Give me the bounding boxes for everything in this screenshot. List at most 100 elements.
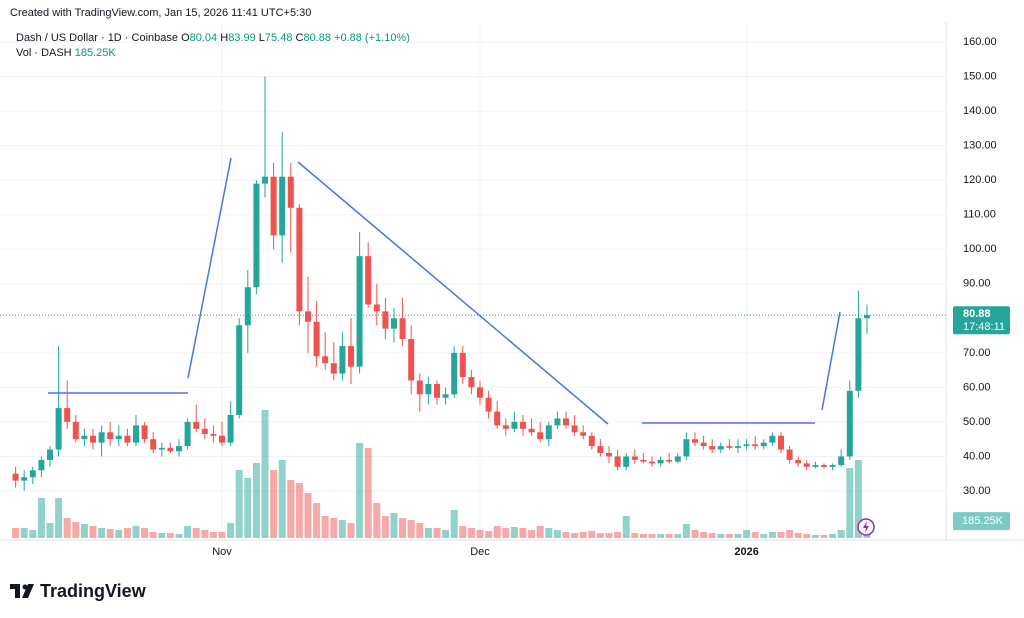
y-tick-label: 110.00 <box>963 209 996 221</box>
candle-body <box>158 447 165 450</box>
volume-bar <box>725 534 733 538</box>
y-tick-label: 90.00 <box>963 278 991 290</box>
volume-bar <box>837 530 845 538</box>
candle-body <box>115 435 122 440</box>
volume-bar <box>743 530 751 538</box>
y-tick-label: 40.00 <box>963 450 991 462</box>
candle-body <box>107 432 114 440</box>
volume-bar <box>295 483 303 538</box>
volume-bar <box>442 530 450 538</box>
candle-body <box>537 432 544 440</box>
candle-body <box>795 459 802 464</box>
candle-body <box>717 446 724 450</box>
volume-bar <box>700 532 708 538</box>
volume-bar <box>614 532 622 538</box>
candle-body <box>176 446 182 452</box>
candle-body <box>442 394 449 398</box>
volume-bar <box>235 470 243 538</box>
volume-bar <box>571 533 579 538</box>
legend-low: 75.48 <box>265 32 293 44</box>
volume-badge-value: 185.25K <box>962 515 1004 527</box>
volume-bar <box>536 526 544 538</box>
candle-body <box>244 287 251 326</box>
legend-close: 80.88 <box>303 32 331 44</box>
drawings <box>48 157 841 425</box>
volume-bar <box>854 460 862 538</box>
legend-h: H <box>220 32 228 44</box>
volume-bar <box>751 532 759 538</box>
volume-bar <box>321 516 329 538</box>
candle-body <box>666 459 673 462</box>
volume-bar <box>476 530 484 538</box>
grid <box>0 22 946 540</box>
legend-high: 83.99 <box>228 32 256 44</box>
volume-bar <box>72 522 80 538</box>
candle-body <box>631 456 638 460</box>
candle-body <box>124 435 131 443</box>
volume-bar <box>648 534 656 538</box>
candle-body <box>330 363 337 374</box>
volume-bar <box>313 503 321 538</box>
volume-bar <box>450 510 458 538</box>
volume-bar <box>777 532 785 538</box>
volume-bar <box>330 518 338 538</box>
candle-body <box>262 176 268 184</box>
candle-body <box>623 456 630 467</box>
volume-bar <box>820 535 828 538</box>
candle-body <box>692 439 698 443</box>
volume-bar <box>493 526 501 538</box>
candle-body <box>735 446 741 448</box>
volume-bar <box>304 493 312 538</box>
candle-body <box>133 425 139 443</box>
y-tick-label: 140.00 <box>963 105 997 117</box>
candle-body <box>236 325 243 416</box>
candle-body <box>563 418 569 426</box>
volume-bar <box>424 528 432 538</box>
x-tick-label: Nov <box>212 546 232 558</box>
candle-body <box>279 176 286 236</box>
y-tick-label: 150.00 <box>963 70 997 82</box>
legend-open: 80.04 <box>190 32 218 44</box>
candle-body <box>416 380 423 395</box>
candle-body <box>305 311 311 322</box>
candle-body <box>829 465 836 467</box>
legend-c: C <box>296 32 304 44</box>
candle-body <box>520 421 526 429</box>
candle-body <box>425 383 432 395</box>
volume-bar <box>166 533 174 538</box>
candle-body <box>296 207 303 312</box>
candle-body <box>494 411 501 426</box>
volume-bar <box>768 532 776 538</box>
x-tick-label: Dec <box>470 546 490 558</box>
volume-bar <box>55 498 63 538</box>
volume-bar <box>510 527 518 538</box>
volume-bar <box>433 528 441 538</box>
volume-bar <box>218 532 226 538</box>
y-tick-label: 130.00 <box>963 140 997 152</box>
volume-bar <box>846 468 854 538</box>
volume-bar <box>356 443 364 538</box>
volume-bar <box>829 534 837 538</box>
candle-body <box>253 183 260 288</box>
volume-bar <box>141 528 149 538</box>
volume-bar <box>20 528 28 538</box>
candle-body <box>743 444 750 447</box>
candle-body <box>571 425 578 433</box>
candle-body <box>81 435 88 440</box>
candle-body <box>786 449 793 460</box>
candle-body <box>434 383 440 398</box>
candle-body <box>477 387 483 398</box>
candle-body <box>167 447 174 452</box>
volume-bar <box>149 532 157 538</box>
volume-bar <box>588 531 596 538</box>
candle-body <box>855 318 862 391</box>
volume-bar <box>227 523 235 538</box>
volume-bar <box>89 526 97 538</box>
candle-body <box>21 477 28 481</box>
volume-bar <box>622 516 630 538</box>
volume-bar <box>399 518 407 538</box>
volume-bar <box>373 503 381 538</box>
